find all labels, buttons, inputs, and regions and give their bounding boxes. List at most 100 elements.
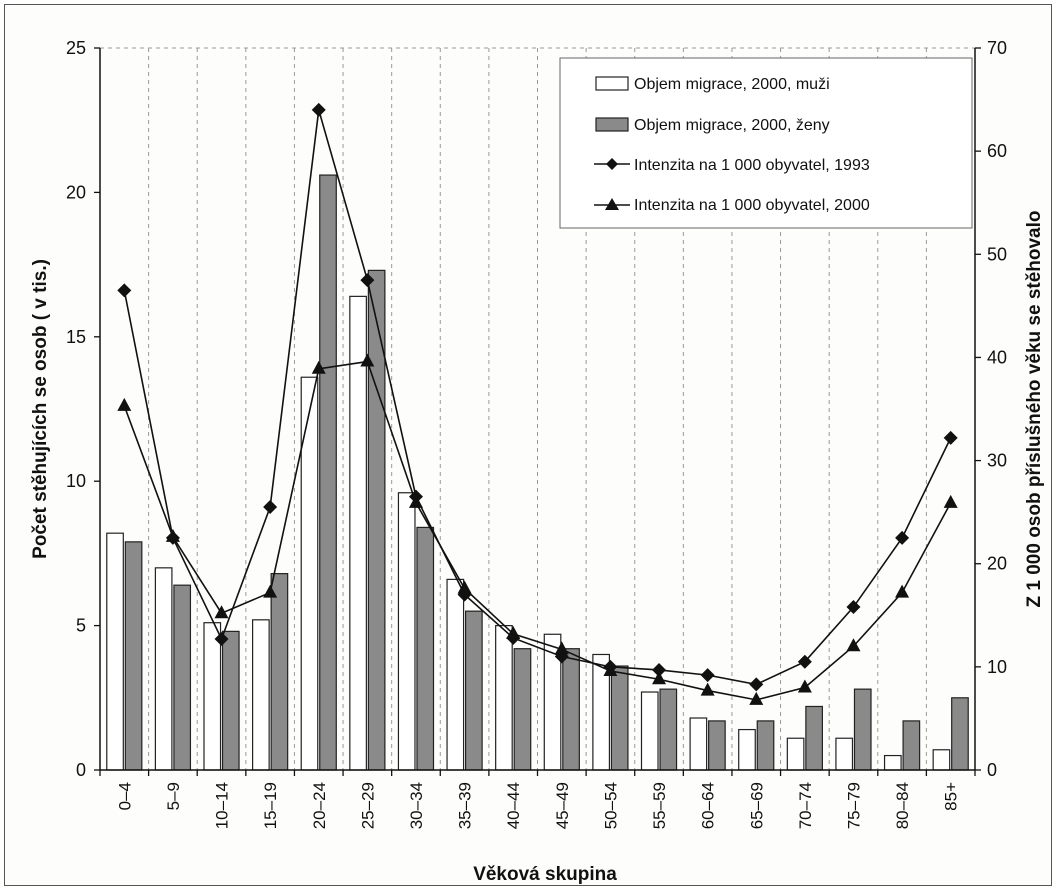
legend-triangle-marker xyxy=(605,198,619,210)
y-left-tick-label: 25 xyxy=(66,38,86,58)
bar-female xyxy=(951,697,969,771)
point-2000 xyxy=(749,691,764,705)
x-category-label: 15–19 xyxy=(261,782,280,829)
bar-male xyxy=(252,619,270,771)
line-1993 xyxy=(123,109,952,686)
point-2000 xyxy=(846,638,861,652)
point-1993 xyxy=(117,283,132,298)
bar-female xyxy=(610,665,629,771)
bar-female xyxy=(270,573,289,771)
bar-male xyxy=(786,737,805,771)
bar-female xyxy=(708,720,726,771)
bar-female xyxy=(464,610,483,771)
point-2000 xyxy=(554,641,569,655)
point-2000 xyxy=(117,397,132,411)
y-left-tick-label: 15 xyxy=(66,327,86,347)
legend-item-1993: Intenzita na 1 000 obyvatel, 1993 xyxy=(594,157,870,174)
x-category-label: 70–74 xyxy=(796,782,815,829)
y-left-tick-label: 5 xyxy=(76,616,86,636)
legend-label-1993: Intenzita na 1 000 obyvatel, 1993 xyxy=(634,157,870,174)
bar-male xyxy=(495,624,513,771)
legend: Objem migrace, 2000, muži Objem migrace,… xyxy=(559,57,973,229)
bar-male xyxy=(689,717,708,771)
point-2000 xyxy=(311,360,326,374)
bar-female xyxy=(902,720,921,771)
x-category-label: 65–69 xyxy=(747,782,766,829)
y-right-tick-label: 20 xyxy=(987,554,1007,574)
legend-swatch-female xyxy=(595,117,629,132)
y-right-tick-label: 60 xyxy=(987,141,1007,161)
y-axis-left-title: Počet stěhujících se osob ( v tis.) xyxy=(30,259,51,559)
bar-male xyxy=(932,749,951,771)
y-left-tick-label: 0 xyxy=(76,760,86,780)
point-1993 xyxy=(943,430,958,445)
x-category-label: 0–4 xyxy=(115,782,134,810)
bar-female xyxy=(659,688,678,771)
point-1993 xyxy=(652,662,667,677)
bar-female xyxy=(173,584,192,771)
bar-male xyxy=(349,295,367,771)
legend-label-2000: Intenzita na 1 000 obyvatel, 2000 xyxy=(634,197,870,214)
x-category-label: 20–24 xyxy=(310,782,329,829)
point-2000 xyxy=(214,605,229,619)
bar-male xyxy=(883,754,902,771)
bar-male xyxy=(203,622,222,771)
point-1993 xyxy=(214,632,229,647)
bar-female xyxy=(319,174,337,771)
bar-female xyxy=(513,648,532,771)
legend-item-female: Objem migrace, 2000, ženy xyxy=(595,117,830,134)
x-category-label: 55–59 xyxy=(650,782,669,829)
bar-male xyxy=(397,492,416,771)
legend-item-2000: Intenzita na 1 000 obyvatel, 2000 xyxy=(594,197,870,214)
bar-male xyxy=(835,737,854,771)
x-category-label: 5–9 xyxy=(164,782,183,810)
point-2000 xyxy=(700,682,715,696)
point-1993 xyxy=(846,600,861,615)
axes-layer: 0 5 10 15 20 25 0 10 20 30 40 50 60 70 0–4 5–9 10–14 15–1… xyxy=(66,38,1007,829)
x-axis-title: Věková skupina xyxy=(473,864,617,885)
point-2000 xyxy=(652,671,667,685)
y-right-tick-label: 10 xyxy=(987,657,1007,677)
y-right-tick-label: 70 xyxy=(987,38,1007,58)
legend-diamond-marker xyxy=(606,158,618,170)
y-right-tick-label: 0 xyxy=(987,760,997,780)
point-2000 xyxy=(506,625,521,639)
point-2000 xyxy=(943,494,958,508)
bar-male xyxy=(738,728,756,771)
bar-female xyxy=(221,630,240,771)
point-2000 xyxy=(165,528,180,542)
bar-female xyxy=(853,688,872,771)
x-category-label: 75–79 xyxy=(844,782,863,829)
point-2000 xyxy=(360,353,375,367)
bar-male xyxy=(106,532,124,771)
point-2000 xyxy=(457,580,472,594)
bar-female xyxy=(562,648,580,771)
y-right-tick-label: 50 xyxy=(987,244,1007,264)
point-2000 xyxy=(895,584,910,598)
x-category-label: 60–64 xyxy=(699,782,718,829)
bar-male xyxy=(640,691,659,771)
bar-male xyxy=(446,578,465,771)
point-1993 xyxy=(700,668,715,683)
line-2000 xyxy=(123,360,952,701)
y-axis-right-title: Z 1 000 osob příslušného věku se stěhova… xyxy=(1024,210,1045,607)
bar-female xyxy=(756,720,775,771)
legend-label-male: Objem migrace, 2000, muži xyxy=(634,76,830,93)
x-category-label: 85+ xyxy=(942,782,961,811)
point-1993 xyxy=(749,677,764,692)
point-2000 xyxy=(408,494,423,508)
point-1993 xyxy=(797,654,812,669)
point-1993 xyxy=(360,273,375,288)
bars-layer xyxy=(106,174,969,771)
point-2000 xyxy=(263,584,278,598)
bar-male xyxy=(154,567,173,771)
y-left-tick-label: 10 xyxy=(66,471,86,491)
legend-label-female: Objem migrace, 2000, ženy xyxy=(634,117,830,134)
point-1993 xyxy=(895,530,910,545)
bar-female xyxy=(805,705,823,771)
point-1993 xyxy=(263,499,278,514)
x-category-label: 45–49 xyxy=(553,782,572,829)
point-1993 xyxy=(311,102,326,117)
y-left-tick-label: 20 xyxy=(66,182,86,202)
